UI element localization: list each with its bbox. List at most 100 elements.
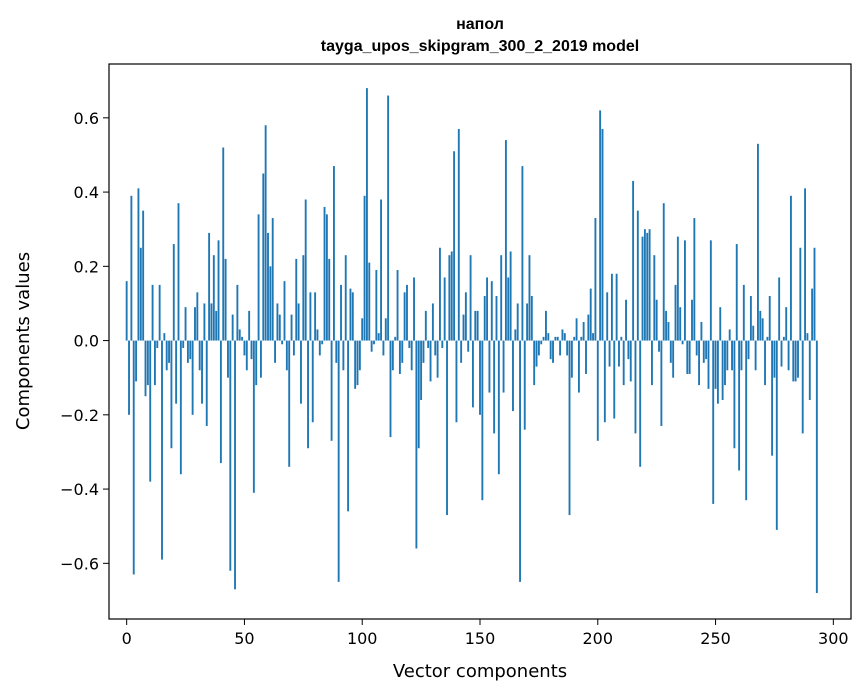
bar (622, 340, 625, 386)
bar (358, 340, 361, 371)
bar (721, 340, 724, 400)
bar (344, 255, 347, 341)
bar (278, 314, 281, 341)
bar (384, 318, 387, 341)
bar (516, 303, 519, 341)
y-tick-label: −0.2 (60, 406, 99, 425)
bar (179, 340, 182, 475)
bar (497, 340, 500, 475)
bar (568, 340, 571, 516)
bar (700, 322, 703, 341)
bar (785, 307, 788, 341)
bar (170, 340, 173, 449)
bar (333, 166, 335, 341)
bar (563, 333, 566, 341)
bar (754, 340, 757, 371)
bar (431, 303, 434, 341)
bar (596, 340, 599, 441)
bar (632, 180, 635, 341)
bar (194, 307, 196, 341)
bar (292, 340, 295, 356)
bar (806, 333, 809, 341)
bar (787, 340, 790, 371)
bar (794, 340, 797, 382)
bar (368, 262, 371, 341)
bar (285, 340, 288, 371)
bar (288, 340, 291, 467)
bar (545, 310, 547, 341)
bar (151, 284, 154, 341)
bar (410, 340, 413, 371)
bar (429, 340, 432, 382)
bar (130, 195, 133, 341)
bar (530, 296, 533, 341)
bar (570, 340, 573, 378)
bar (219, 340, 222, 464)
bar (759, 310, 762, 341)
bar (766, 336, 769, 341)
bar (198, 340, 201, 371)
bar (396, 270, 399, 341)
bar (745, 340, 748, 501)
bar (387, 95, 390, 341)
bar (389, 340, 392, 438)
y-axis-label: Components values (13, 252, 34, 430)
bar (212, 255, 215, 341)
bar (620, 336, 623, 341)
bar (156, 340, 159, 348)
bar (297, 303, 300, 341)
bar (618, 340, 620, 367)
bar (373, 340, 375, 345)
bar (415, 340, 418, 549)
bar (594, 218, 597, 341)
bar (446, 340, 448, 516)
bar (768, 296, 771, 341)
bar (719, 307, 722, 341)
x-tick-label: 0 (122, 629, 132, 648)
bar (243, 340, 246, 356)
bar (231, 314, 234, 341)
bar (580, 336, 583, 341)
bar (797, 340, 799, 378)
bar (587, 314, 590, 341)
bar (634, 340, 637, 434)
bar (547, 333, 550, 341)
bar (733, 340, 736, 449)
bar (608, 340, 611, 367)
bar (676, 236, 679, 341)
bar (380, 199, 382, 341)
bar (749, 296, 752, 341)
bar (125, 281, 128, 341)
x-tick-label: 300 (818, 629, 849, 648)
bar (811, 288, 814, 341)
bar-series (125, 88, 818, 594)
bar (354, 340, 357, 389)
bar (191, 340, 194, 415)
bar (241, 336, 244, 341)
bar (542, 336, 545, 341)
bar (351, 292, 354, 341)
bar (592, 333, 594, 341)
bar (526, 303, 529, 341)
bar (375, 270, 378, 341)
bar (585, 340, 587, 374)
bar (728, 329, 731, 341)
bar (217, 240, 220, 341)
bar (450, 251, 453, 341)
bar (439, 247, 441, 341)
bar (300, 340, 302, 404)
bar (172, 244, 175, 341)
bar (391, 340, 394, 371)
bar (222, 147, 225, 341)
bar (267, 232, 269, 341)
bar (340, 284, 342, 341)
bar (153, 340, 156, 386)
bar (462, 314, 465, 341)
bar (761, 318, 764, 341)
bar (479, 340, 481, 415)
bar (229, 340, 232, 571)
bar (349, 288, 352, 341)
bar (441, 340, 444, 348)
bar (674, 284, 677, 341)
x-tick-label: 150 (465, 629, 496, 648)
